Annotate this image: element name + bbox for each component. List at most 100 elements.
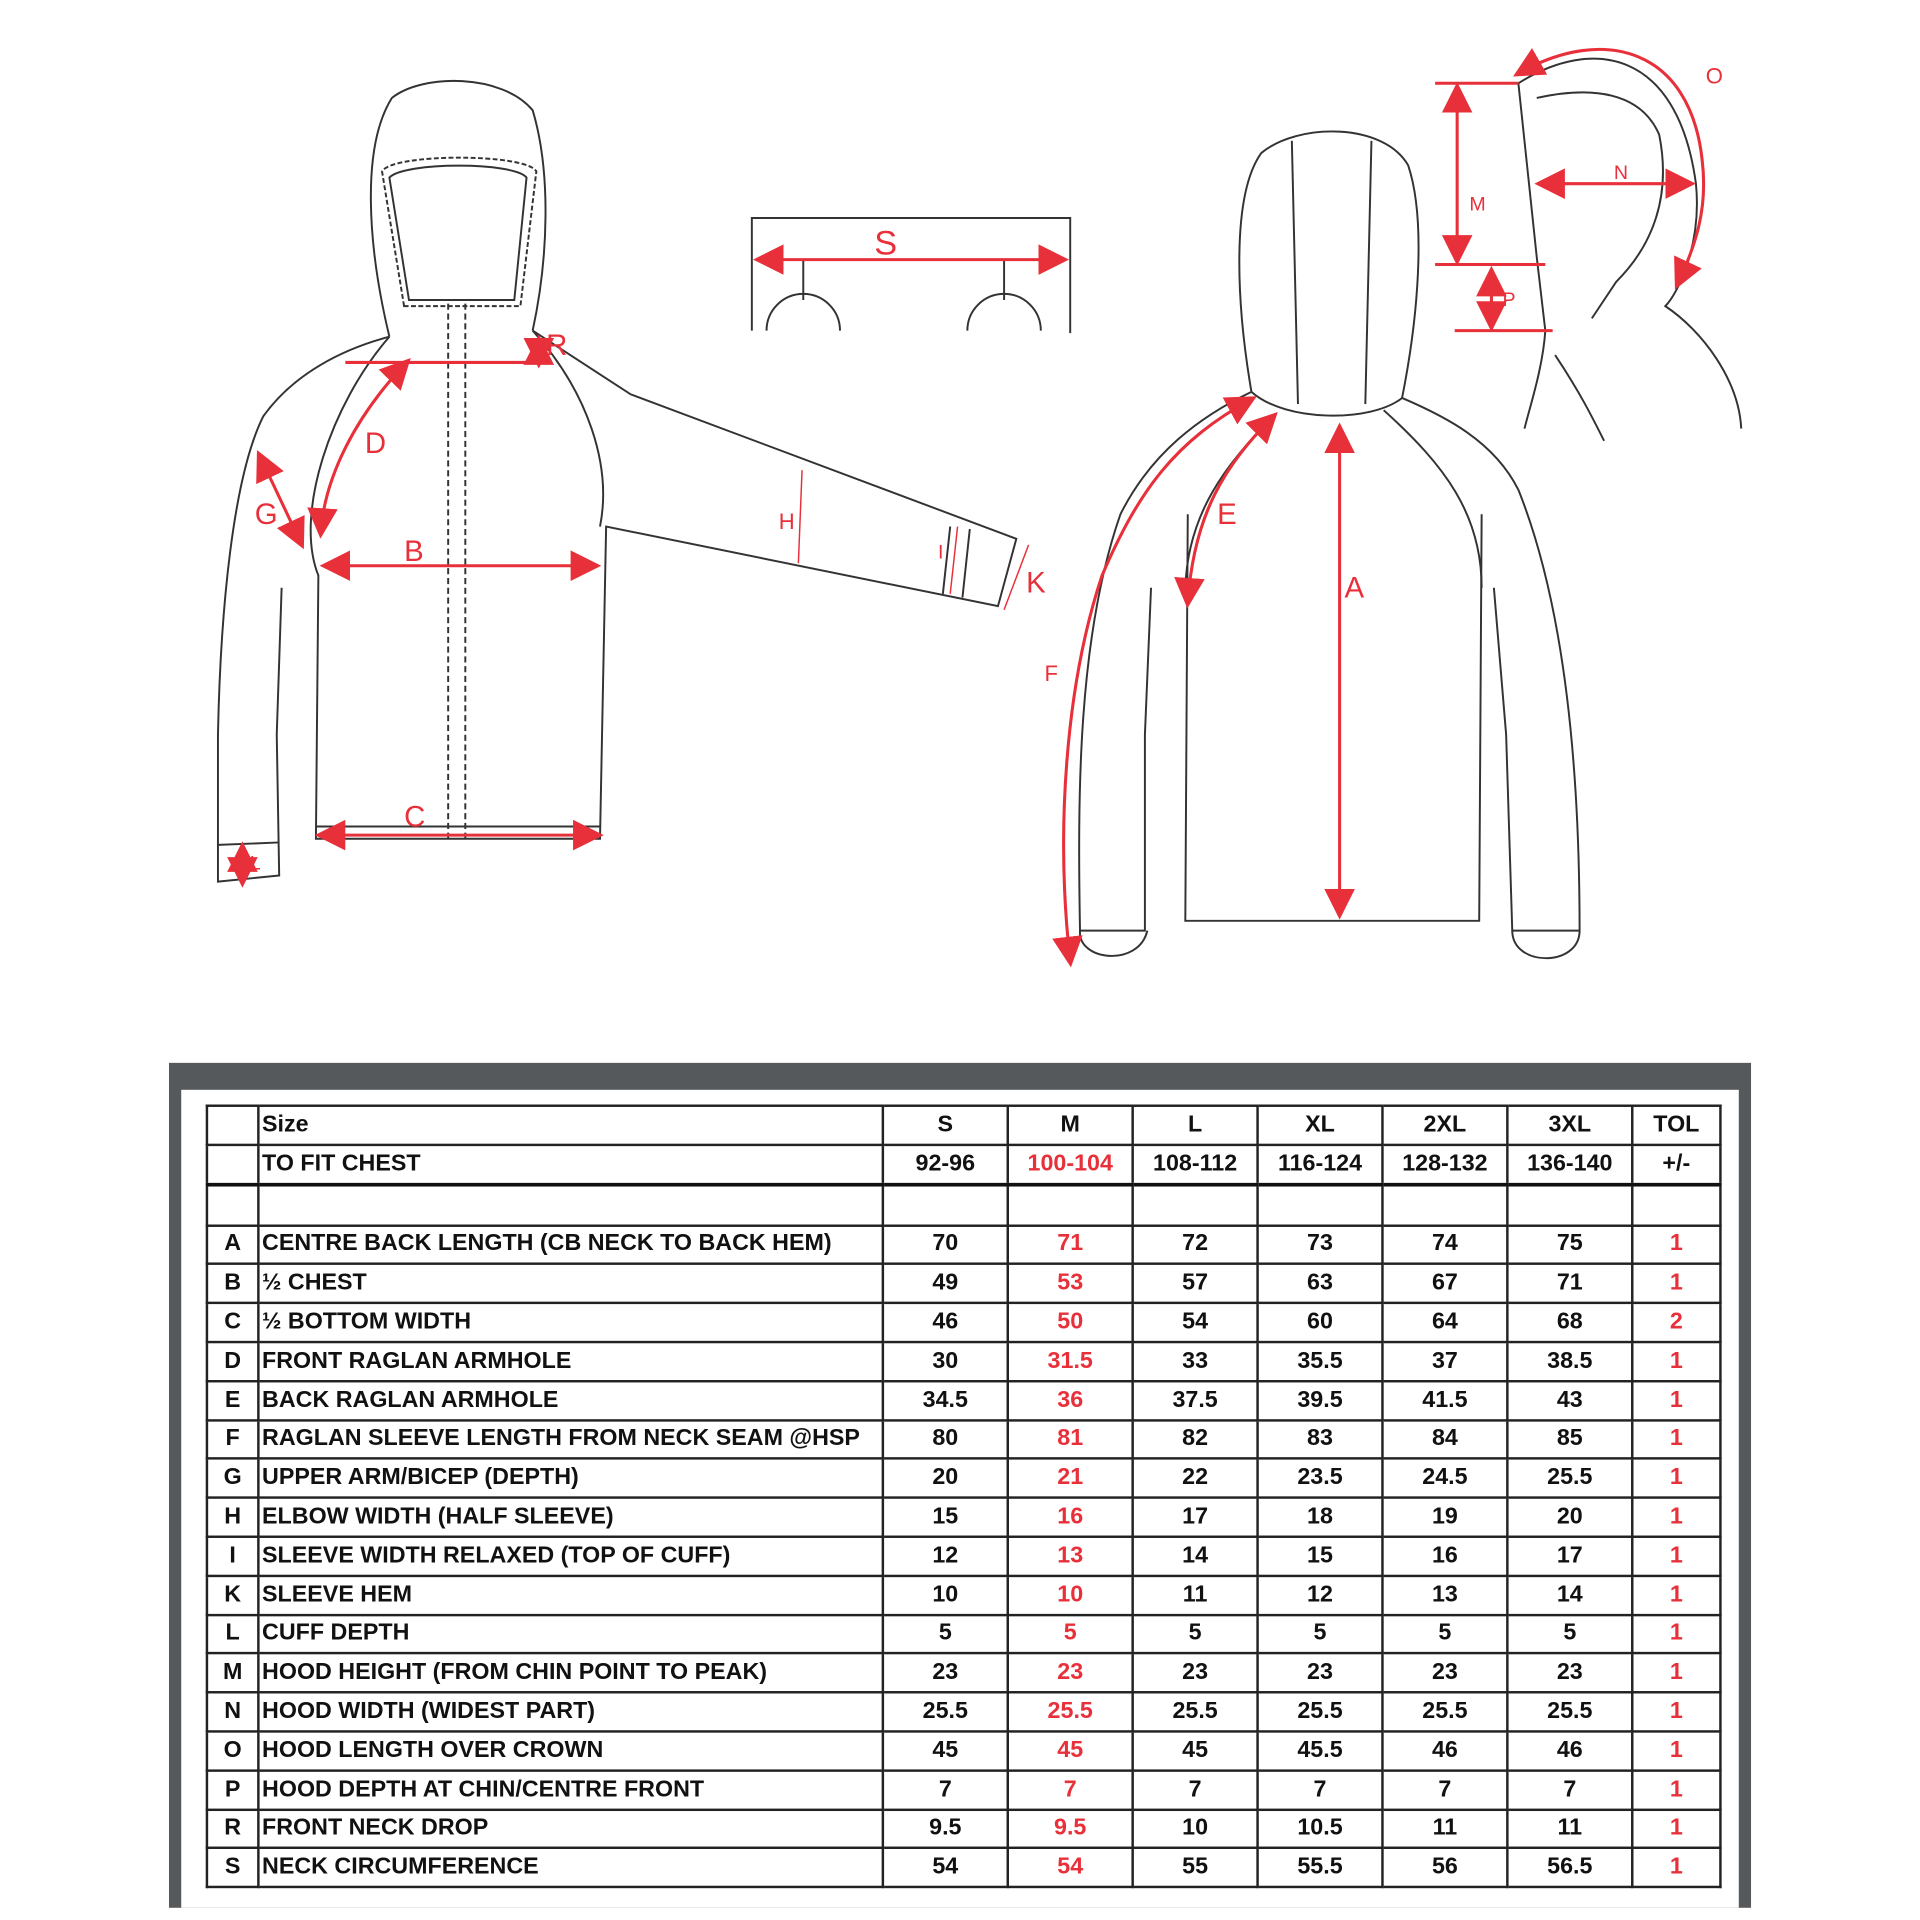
label-m: M	[1469, 194, 1485, 216]
measurement-description: ½ CHEST	[257, 1262, 885, 1305]
tolerance-value: 1	[1631, 1379, 1722, 1422]
measurement-value: 11	[1131, 1574, 1259, 1616]
measurement-value: 23	[881, 1652, 1009, 1694]
measurement-value: 49	[881, 1262, 1009, 1305]
measurement-value: 37.5	[1131, 1379, 1259, 1422]
measurement-value: 25.5	[1506, 1457, 1634, 1499]
measurement-value: 7	[1131, 1769, 1259, 1811]
size-chart-table: Size S M L XL 2XL 3XL TOL TO FIT CHEST 92-96 100-1…	[205, 1104, 1722, 1889]
measurement-value: 45	[1131, 1730, 1259, 1772]
measurement-value: 54	[881, 1846, 1009, 1889]
size-column-header: M	[1006, 1104, 1134, 1146]
measurement-value: 12	[881, 1535, 1009, 1577]
tolerance-value: 1	[1631, 1535, 1722, 1577]
table-row: K SLEEVE HEM 10 10 11 12 13 14 1	[205, 1574, 1722, 1616]
measurement-description: UPPER ARM/BICEP (DEPTH)	[257, 1457, 885, 1499]
size-column-header: 3XL	[1506, 1104, 1634, 1146]
measurement-value: 83	[1256, 1418, 1384, 1461]
measurement-value: 50	[1006, 1301, 1134, 1344]
measurement-value: 31.5	[1006, 1340, 1134, 1383]
measurement-code: M	[205, 1652, 260, 1694]
measurement-value: 11	[1381, 1808, 1509, 1850]
table-row: R FRONT NECK DROP 9.5 9.5 10 10.5 11 11 1	[205, 1808, 1722, 1850]
measurement-value: 15	[881, 1496, 1009, 1538]
label-d: D	[365, 427, 386, 460]
measurement-value: 70	[881, 1224, 1009, 1266]
measurement-code: O	[205, 1730, 260, 1772]
size-column-header: 2XL	[1381, 1104, 1509, 1146]
measurement-code: B	[205, 1262, 260, 1305]
measurement-value: 23	[1131, 1652, 1259, 1694]
header-row-size: Size S M L XL 2XL 3XL TOL	[205, 1104, 1722, 1146]
size-chart-sheet: Size S M L XL 2XL 3XL TOL TO FIT CHEST 92-96 100-1…	[181, 1089, 1739, 1908]
tolerance-value: 1	[1631, 1457, 1722, 1499]
empty-cell	[1256, 1182, 1384, 1227]
measurement-value: 33	[1131, 1340, 1259, 1383]
measurement-value: 13	[1006, 1535, 1134, 1577]
measurement-value: 71	[1506, 1262, 1634, 1305]
measurement-value: 75	[1506, 1224, 1634, 1266]
empty-cell	[1006, 1182, 1134, 1227]
measurement-value: 5	[1006, 1613, 1134, 1655]
measurement-value: 38.5	[1506, 1340, 1634, 1383]
table-row: D FRONT RAGLAN ARMHOLE 30 31.5 33 35.5 37 38.5 1	[205, 1340, 1722, 1383]
measurement-value: 7	[1256, 1769, 1384, 1811]
measurement-value: 55.5	[1256, 1846, 1384, 1889]
size-column-header: S	[881, 1104, 1009, 1146]
tolerance-value: 1	[1631, 1613, 1722, 1655]
empty-cell	[1131, 1182, 1259, 1227]
table-row: O HOOD LENGTH OVER CROWN 45 45 45 45.5 46 46 1	[205, 1730, 1722, 1772]
measurement-code: F	[205, 1418, 260, 1461]
empty-cell	[205, 1104, 260, 1146]
measurement-value: 7	[1006, 1769, 1134, 1811]
measurement-value: 14	[1131, 1535, 1259, 1577]
measurement-value: 45	[881, 1730, 1009, 1772]
measurement-value: 23	[1381, 1652, 1509, 1694]
measurement-code: G	[205, 1457, 260, 1499]
empty-cell	[205, 1143, 260, 1187]
neck-detail-drawing	[750, 216, 1072, 334]
measurement-code: H	[205, 1496, 260, 1538]
measurement-value: 21	[1006, 1457, 1134, 1499]
measurement-value: 25.5	[1506, 1691, 1634, 1733]
measurement-value: 53	[1006, 1262, 1134, 1305]
measurement-value: 17	[1506, 1535, 1634, 1577]
tolerance-value: 1	[1631, 1652, 1722, 1694]
measurement-description: HOOD WIDTH (WIDEST PART)	[257, 1691, 885, 1733]
measurement-value: 20	[881, 1457, 1009, 1499]
label-b: B	[404, 535, 424, 568]
measurement-value: 7	[1381, 1769, 1509, 1811]
measurement-value: 25.5	[1006, 1691, 1134, 1733]
measurement-value: 46	[1381, 1730, 1509, 1772]
label-h: H	[779, 509, 795, 534]
label-f: F	[1044, 661, 1057, 686]
measurement-description: CENTRE BACK LENGTH (CB NECK TO BACK HEM)	[257, 1224, 885, 1266]
table-row: E BACK RAGLAN ARMHOLE 34.5 36 37.5 39.5 41.5 43…	[205, 1379, 1722, 1422]
tolerance-value: 1	[1631, 1691, 1722, 1733]
tolerance-value: 1	[1631, 1340, 1722, 1383]
measurement-value: 10	[1131, 1808, 1259, 1850]
tol-header: TOL	[1631, 1104, 1722, 1146]
label-c: C	[404, 801, 425, 834]
empty-cell	[205, 1182, 260, 1227]
empty-cell	[1506, 1182, 1634, 1227]
measurement-value: 12	[1256, 1574, 1384, 1616]
measurement-description: HOOD HEIGHT (FROM CHIN POINT TO PEAK)	[257, 1652, 885, 1694]
measurement-value: 5	[1381, 1613, 1509, 1655]
label-e: E	[1217, 498, 1237, 531]
measurement-value: 10	[881, 1574, 1009, 1616]
measurement-value: 20	[1506, 1496, 1634, 1538]
tolerance-value: 1	[1631, 1730, 1722, 1772]
measurement-value: 23	[1506, 1652, 1634, 1694]
label-n: N	[1614, 162, 1628, 184]
measurement-description: CUFF DEPTH	[257, 1613, 885, 1655]
table-row: I SLEEVE WIDTH RELAXED (TOP OF CUFF) 12 13 1…	[205, 1535, 1722, 1577]
measurement-value: 7	[1506, 1769, 1634, 1811]
measurement-code: A	[205, 1224, 260, 1266]
tolerance-value: 1	[1631, 1224, 1722, 1266]
measurement-value: 5	[1506, 1613, 1634, 1655]
measurement-code: R	[205, 1808, 260, 1850]
measurement-description: FRONT NECK DROP	[257, 1808, 885, 1850]
